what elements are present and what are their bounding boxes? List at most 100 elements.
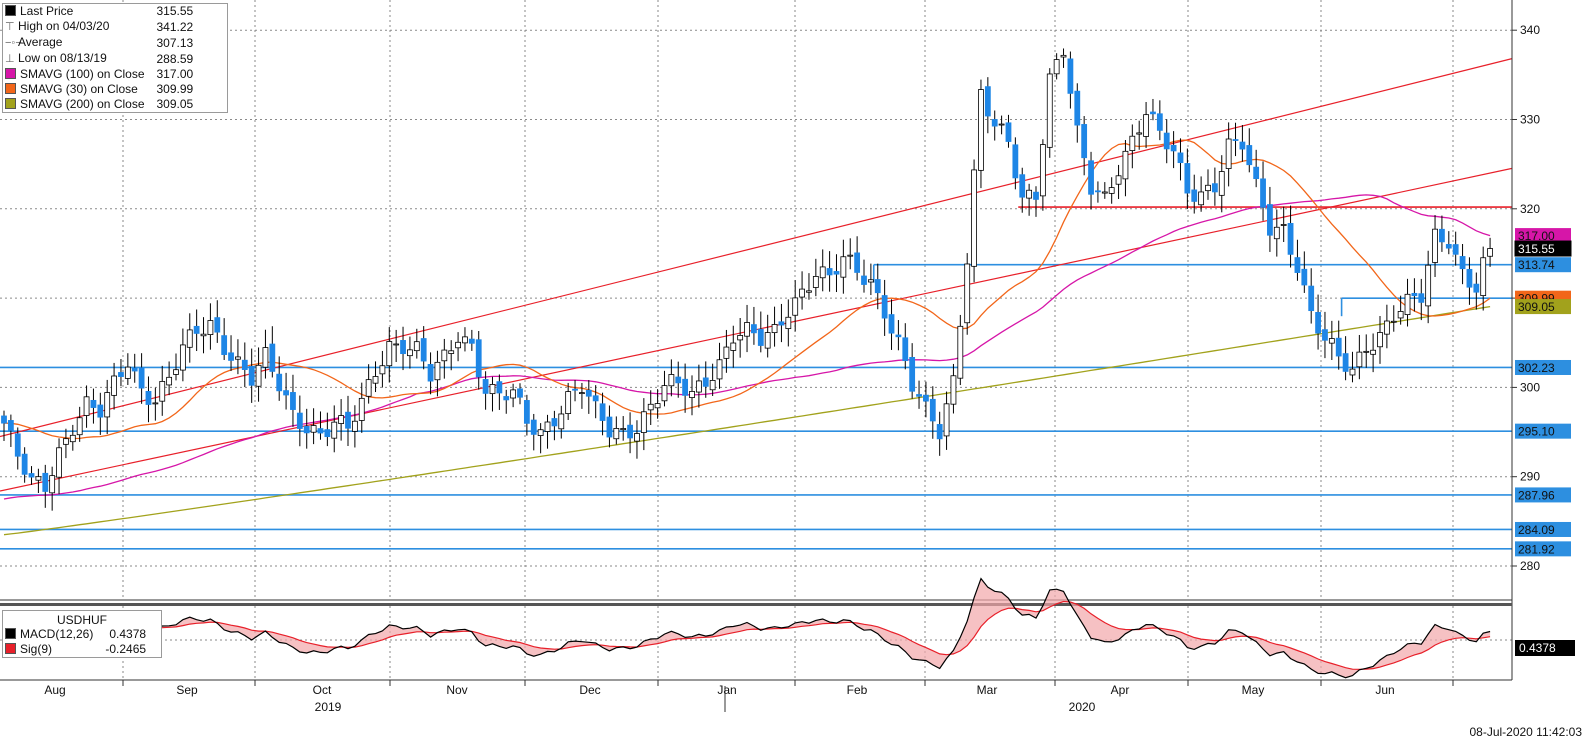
candle-body xyxy=(551,418,558,427)
macd-tag-bg xyxy=(1515,640,1575,656)
candle-body xyxy=(63,438,69,445)
avg-marker-icon: −◦− xyxy=(5,37,22,49)
candle xyxy=(1473,272,1480,310)
candle xyxy=(888,299,895,350)
month-label-jan: Jan xyxy=(717,683,736,697)
candle xyxy=(1163,119,1170,164)
candle-body xyxy=(558,413,565,430)
candle-body xyxy=(579,392,585,395)
candle-body xyxy=(173,369,179,375)
candle xyxy=(1287,205,1294,268)
candle-body xyxy=(957,325,964,379)
candle-body xyxy=(702,377,709,387)
candle xyxy=(702,361,709,398)
candle-body xyxy=(867,279,874,283)
candle xyxy=(14,427,21,470)
candle xyxy=(358,382,365,433)
candle xyxy=(1026,183,1033,216)
candle-body xyxy=(111,375,117,396)
candle-body xyxy=(1088,160,1094,195)
candle-body xyxy=(441,349,448,362)
candle-body xyxy=(1390,320,1397,323)
candle-body xyxy=(489,384,496,395)
price-tag-bg xyxy=(1515,299,1571,315)
candle xyxy=(806,273,812,300)
candle xyxy=(1439,215,1445,252)
candle xyxy=(1315,294,1321,350)
candle-body xyxy=(812,276,819,288)
candle-body xyxy=(530,419,537,435)
candle xyxy=(998,115,1005,135)
price-tag-label: 317.00 xyxy=(1518,229,1555,243)
candle xyxy=(1280,206,1287,243)
candle xyxy=(819,249,826,292)
candle-body xyxy=(1170,144,1177,152)
candle-body xyxy=(28,473,35,478)
candle xyxy=(1335,320,1342,370)
candle-body xyxy=(1163,132,1170,150)
legend-value: 307.13 xyxy=(156,35,194,50)
candle xyxy=(503,389,510,414)
legend-label: SMAVG (100) on Close xyxy=(3,67,147,82)
candle xyxy=(778,303,785,343)
candle xyxy=(840,239,847,294)
price-tag-bg xyxy=(1515,257,1571,273)
candle xyxy=(909,343,916,399)
month-label-sep: Sep xyxy=(176,683,198,697)
candle xyxy=(145,376,152,423)
candle-body xyxy=(351,420,358,432)
candle xyxy=(214,300,221,343)
candle xyxy=(847,238,854,270)
candle-body xyxy=(1363,350,1370,353)
candle-body xyxy=(585,389,592,397)
candle-body xyxy=(138,367,145,389)
legend-value: 315.55 xyxy=(156,4,194,18)
legend-label: −◦−Average xyxy=(5,35,63,49)
candle-body xyxy=(806,290,812,293)
candle xyxy=(854,236,861,281)
candle xyxy=(111,362,117,410)
candle-body xyxy=(338,415,345,424)
candle-body xyxy=(785,316,792,330)
candle-body xyxy=(1301,268,1308,286)
price-legend-table: Last Price 315.55 ⊤ High on 04/03/20 341.22−… xyxy=(3,4,195,112)
candle-body xyxy=(420,338,427,362)
candle-body xyxy=(929,398,936,422)
candle xyxy=(241,342,248,388)
candle-body xyxy=(634,433,640,442)
candle-body xyxy=(1081,124,1088,159)
candle-body xyxy=(207,320,214,335)
candle xyxy=(1425,250,1432,324)
candle xyxy=(785,299,792,347)
candle-body xyxy=(1280,224,1287,226)
candle xyxy=(826,251,833,292)
price-tag-label: 287.96 xyxy=(1518,488,1555,502)
candle-body xyxy=(1129,135,1136,151)
candle-body xyxy=(599,403,606,421)
legend-label: Last Price xyxy=(3,4,147,19)
candle xyxy=(1445,231,1452,255)
candle xyxy=(1232,122,1239,157)
legend-value: 309.05 xyxy=(156,97,194,111)
candle xyxy=(964,253,971,335)
candle xyxy=(90,388,97,424)
candle xyxy=(1459,243,1466,285)
candle-body xyxy=(372,376,379,384)
pane-divider[interactable] xyxy=(0,603,1512,606)
legend-row: Last Price 315.55 xyxy=(3,4,195,19)
candle-body xyxy=(537,429,544,436)
candle xyxy=(386,327,393,383)
candle-body xyxy=(1383,320,1390,335)
candle-body xyxy=(661,385,668,402)
candle-body xyxy=(269,343,276,372)
candle-body xyxy=(592,395,599,402)
price-tag-317.00: 317.00 xyxy=(1515,228,1571,244)
candle-body xyxy=(434,361,441,381)
candle xyxy=(1432,215,1438,278)
candle xyxy=(537,423,544,454)
candle-body xyxy=(76,417,83,436)
candle xyxy=(338,399,345,441)
candle xyxy=(757,311,764,353)
price-tag-309.05: 309.05 xyxy=(1515,299,1571,315)
candle xyxy=(124,353,131,385)
